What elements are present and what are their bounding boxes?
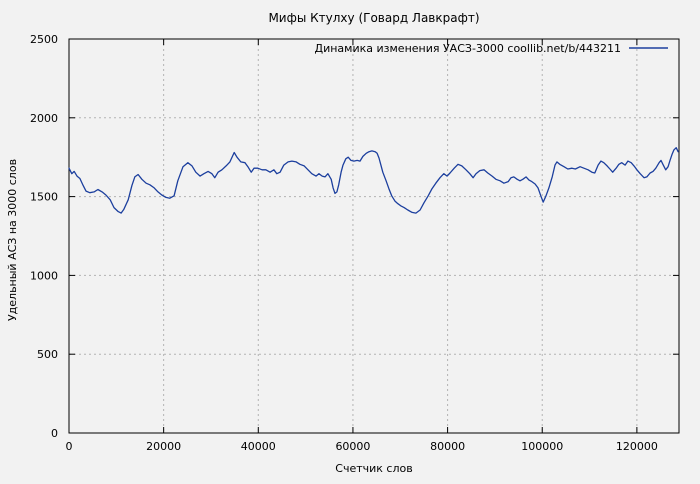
gridlines bbox=[69, 39, 679, 433]
x-tick-label: 40000 bbox=[241, 440, 276, 453]
y-tick-label: 2000 bbox=[30, 112, 58, 125]
x-tick-label: 20000 bbox=[146, 440, 181, 453]
x-tick-label: 60000 bbox=[335, 440, 370, 453]
x-tick-labels: 0 20000 40000 60000 80000 100000 120000 bbox=[66, 440, 658, 453]
chart-title: Мифы Ктулху (Говард Лавкрафт) bbox=[268, 11, 479, 25]
x-tick-label: 120000 bbox=[616, 440, 658, 453]
x-tick-label: 100000 bbox=[521, 440, 563, 453]
y-tick-label: 0 bbox=[51, 427, 58, 440]
y-tick-label: 2500 bbox=[30, 33, 58, 46]
y-tick-label: 1500 bbox=[30, 191, 58, 204]
x-tick-label: 80000 bbox=[430, 440, 465, 453]
x-axis-label: Счетчик слов bbox=[335, 462, 412, 475]
legend-label: Динамика изменения УАСЗ-3000 coollib.net… bbox=[315, 42, 622, 55]
x-tick-label: 0 bbox=[66, 440, 73, 453]
y-tick-labels: 0 500 1000 1500 2000 2500 bbox=[30, 33, 58, 440]
y-tick-label: 1000 bbox=[30, 269, 58, 282]
y-axis-label: Удельный АСЗ на 3000 слов bbox=[6, 159, 19, 321]
y-tick-label: 500 bbox=[37, 348, 58, 361]
series-line bbox=[68, 147, 679, 214]
plot-border bbox=[68, 38, 680, 434]
tick-marks bbox=[68, 38, 679, 434]
